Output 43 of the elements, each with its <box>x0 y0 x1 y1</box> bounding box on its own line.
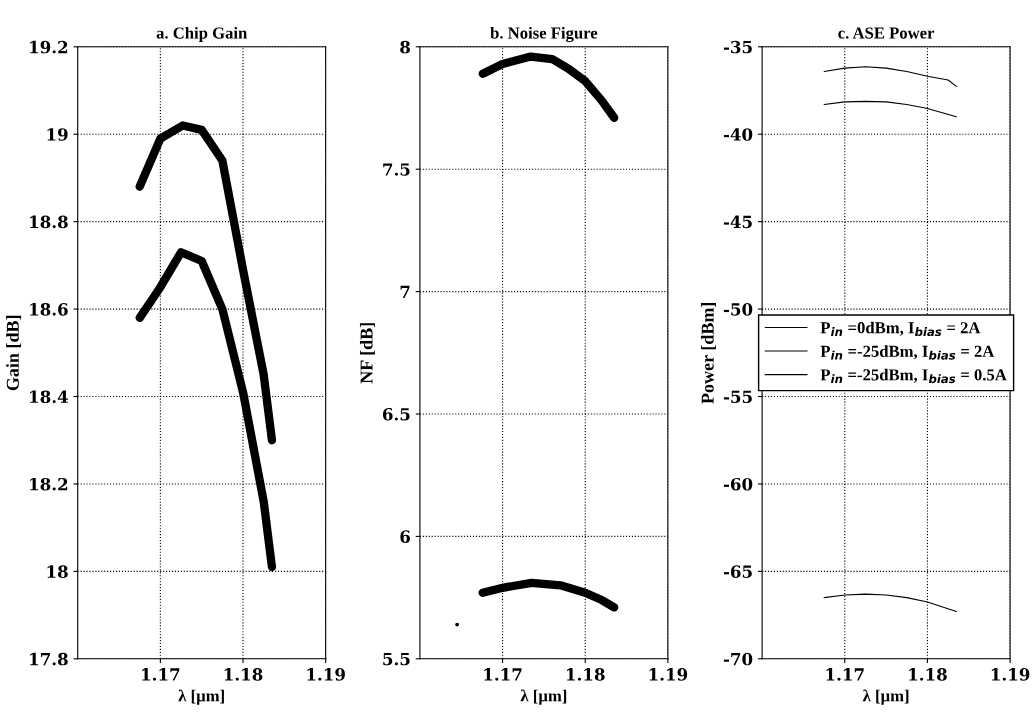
y-tick-label: 6.5 <box>382 407 410 421</box>
x-tick-label: 1.18 <box>909 668 947 681</box>
legend-label: P$_{in}$ =0dBm, I$_{bias}$ = 2A <box>820 321 981 337</box>
x-tick-label: 1.18 <box>224 668 263 681</box>
y-tick-label: 8 <box>400 40 410 54</box>
x-axis-title: λ [µm] <box>520 689 567 705</box>
y-tick-label: 18 <box>47 565 68 578</box>
y-tick-label: -50 <box>723 303 753 316</box>
y-tick-label: -70 <box>723 652 753 666</box>
x-axis-title: λ [µm] <box>862 689 909 705</box>
x-tick-label: 1.17 <box>826 668 864 681</box>
y-tick-label: 19 <box>47 128 68 141</box>
x-tick-label: 1.19 <box>307 668 345 681</box>
y-tick-label: 6 <box>400 530 410 543</box>
y-tick-label: 18.4 <box>30 390 68 404</box>
chart-title: a. Chip Gain <box>156 26 248 43</box>
x-tick-label: 1.17 <box>484 668 522 681</box>
chart-title: c. ASE Power <box>838 27 935 39</box>
legend-label: P$_{in}$ =-25dBm, I$_{bias}$ = 0.5A <box>820 368 1007 384</box>
legend-label: P$_{in}$ =-25dBm, I$_{bias}$ = 2A <box>820 345 995 360</box>
y-tick-label: -65 <box>723 565 752 578</box>
x-tick-label: 1.17 <box>142 668 180 681</box>
y-tick-label: 5.5 <box>383 652 410 666</box>
y-tick-label: -55 <box>723 390 752 404</box>
chart-title: b. Noise Figure <box>490 26 598 43</box>
y-tick-label: 18.6 <box>30 303 68 316</box>
y-axis-title: NF [dB] <box>359 323 375 384</box>
y-tick-label: 19.2 <box>30 40 68 54</box>
y-tick-label: 18.8 <box>30 215 68 229</box>
y-axis-title: Gain [dB] <box>6 315 22 391</box>
x-axis-title: λ [µm] <box>178 689 224 705</box>
y-axis-title: Power [dBm] <box>701 302 716 404</box>
y-tick-label: 7 <box>400 285 410 298</box>
y-tick-label: 7.5 <box>383 163 410 176</box>
y-tick-label: 18.2 <box>30 477 68 491</box>
y-tick-label: -60 <box>723 477 753 491</box>
y-tick-label: 17.8 <box>30 652 68 666</box>
y-tick-label: -45 <box>723 215 752 229</box>
x-tick-label: 1.19 <box>649 668 688 681</box>
y-tick-label: -40 <box>723 128 753 141</box>
y-tick-label: -35 <box>723 40 752 54</box>
x-tick-label: 1.19 <box>991 668 1030 681</box>
x-tick-label: 1.18 <box>566 668 605 681</box>
